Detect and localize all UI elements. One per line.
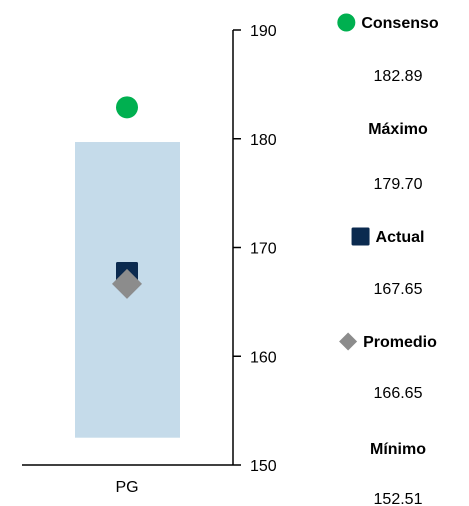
legend-title-actual: Actual xyxy=(376,229,425,246)
legend-actual-icon xyxy=(351,227,370,246)
legend-title-consenso: Consenso xyxy=(361,15,439,32)
legend-title-máximo: Máximo xyxy=(368,121,428,138)
y-tick-label-160: 160 xyxy=(250,349,277,366)
legend-promedio-icon xyxy=(339,332,358,351)
legend: Consenso 182.89 Máximo 179.70 Actual 167.65 Pr… xyxy=(337,13,439,506)
legend-value-máximo: 179.70 xyxy=(374,176,423,193)
legend-value-consenso: 182.89 xyxy=(374,68,423,85)
y-tick-label-180: 180 xyxy=(250,132,277,149)
promedio-marker xyxy=(112,268,142,299)
legend-value-mínimo: 152.51 xyxy=(374,491,423,506)
legend-value-actual: 167.65 xyxy=(374,281,423,298)
legend-title-mínimo: Mínimo xyxy=(370,441,426,458)
y-tick-label-190: 190 xyxy=(250,23,277,40)
y-tick-label-170: 170 xyxy=(250,241,277,258)
y-tick-label-150: 150 xyxy=(250,458,277,475)
legend-title-promedio: Promedio xyxy=(363,334,437,351)
legend-value-promedio: 166.65 xyxy=(374,385,423,402)
y-axis: 150 160 170 180 190 PG xyxy=(22,23,277,496)
x-category-label: PG xyxy=(115,479,138,496)
consenso-marker xyxy=(116,96,138,119)
plot-area xyxy=(75,96,180,438)
legend-consenso-icon xyxy=(337,13,356,32)
